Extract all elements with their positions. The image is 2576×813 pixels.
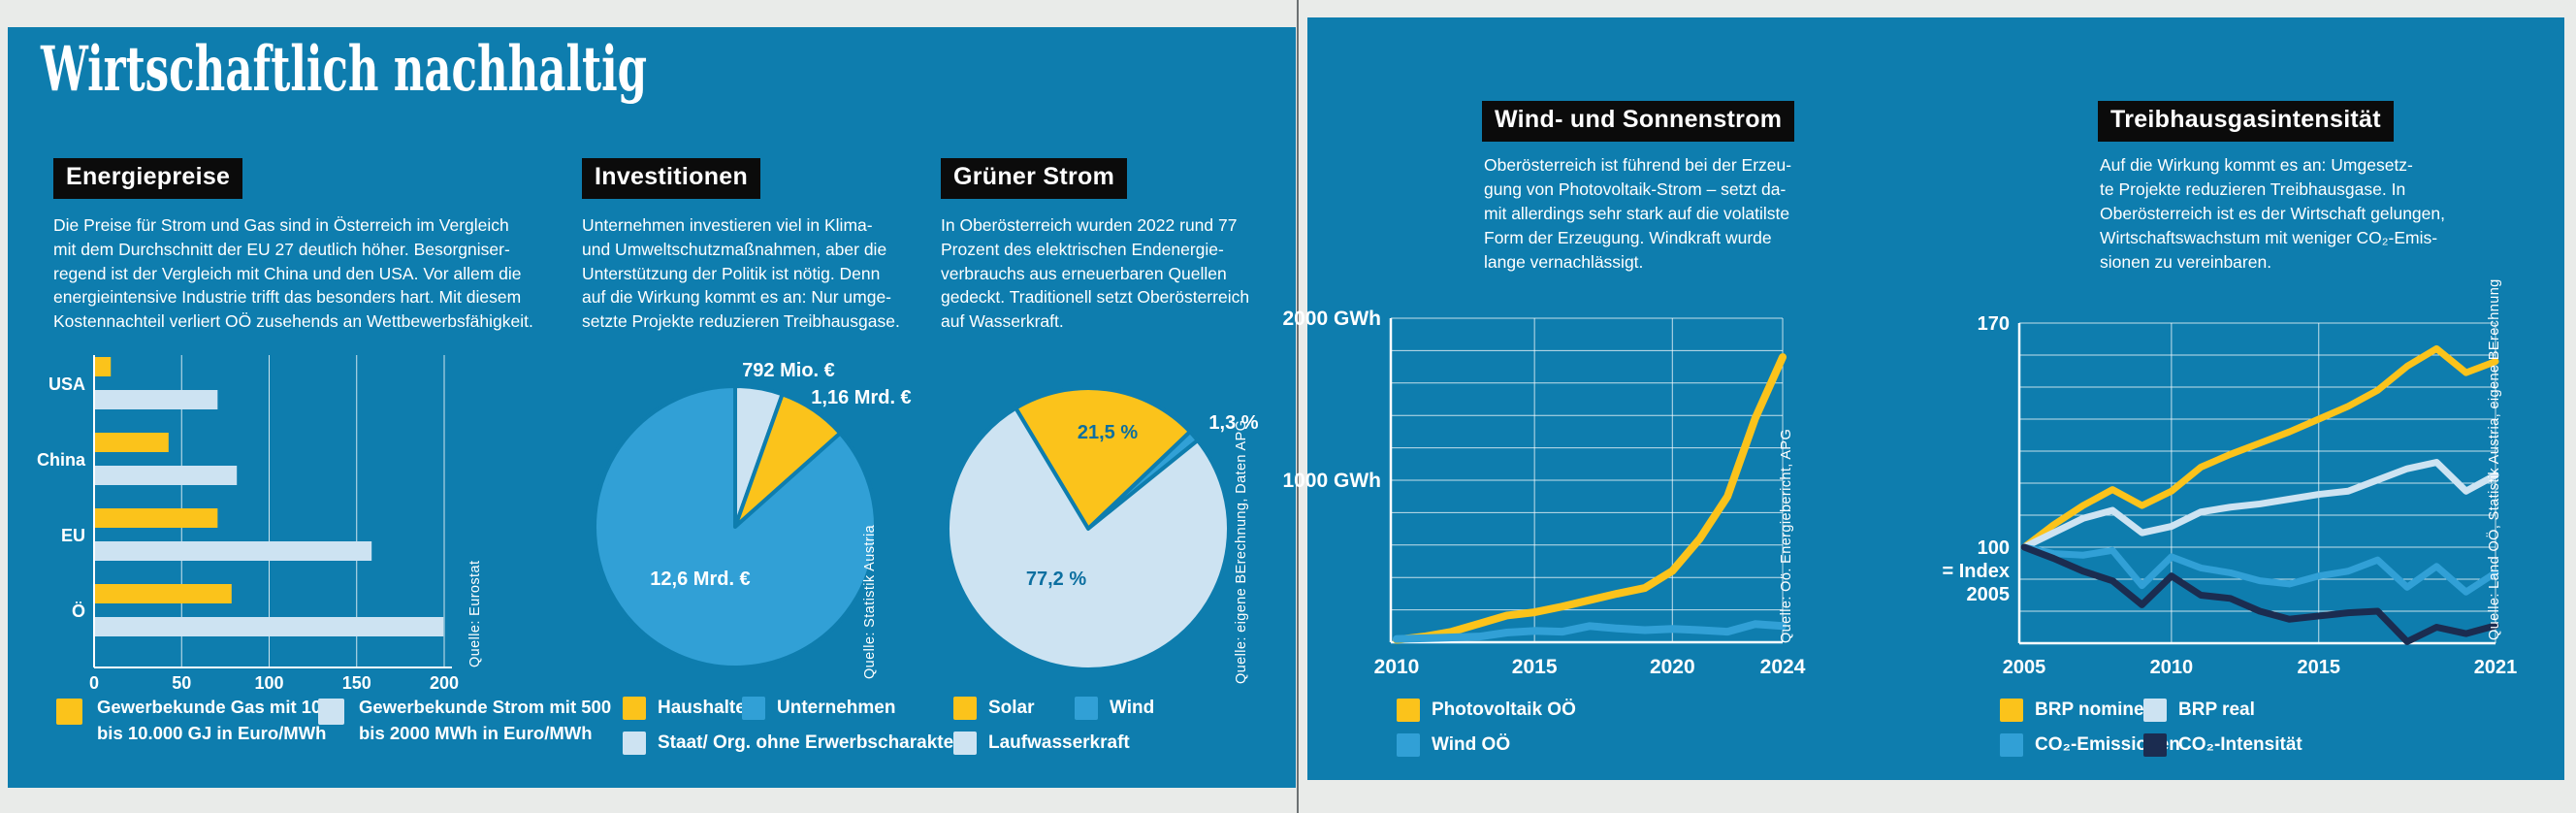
legend-label-brp-nominell: BRP nominell [2035,699,2155,720]
svg-text:170: 170 [1978,313,2010,335]
svg-text:50: 50 [172,673,191,693]
paragraph-wind-sonnenstrom: Oberösterreich ist führend bei der Erzeu… [1484,155,1792,272]
svg-text:2015: 2015 [1512,656,1558,678]
legend-label-gas-line2: bis 10.000 GJ in Euro/MWh [97,722,327,743]
svg-text:2020: 2020 [1650,656,1695,678]
svg-text:2024: 2024 [1760,656,1806,678]
legend-swatch-gas [56,699,82,725]
energy-prices-bar-chart: USA China EU Ö 0 50 100 150 200 [37,355,459,693]
legend-swatch-solar [953,697,977,720]
legend-label-photovoltaik: Photovoltaik OÖ [1432,699,1576,720]
page-fold-line [1297,0,1299,813]
legend-label-solar: Solar [988,698,1035,718]
source-caption-eurostat: Quelle: Eurostat [467,560,483,667]
svg-text:USA: USA [48,374,85,394]
svg-text:2010: 2010 [1374,656,1420,678]
legend-swatch-laufwasserkraft [953,732,977,755]
legend-label-co2-intensitaet: CO₂-Intensität [2178,734,2302,755]
legend-label-laufwasserkraft: Laufwasserkraft [988,732,1130,753]
pie-label-unternehmen: 12,6 Mrd. € [650,569,751,590]
pie-label-staat: 792 Mio. € [742,360,835,381]
svg-text:1000 GWh: 1000 GWh [1282,470,1381,492]
paragraph-treibhausgas: Auf die Wirkung kommt es an: Umgesetz- t… [2100,155,2445,272]
paragraph-energiepreise: Die Preise für Strom und Gas sind in Öst… [53,215,533,332]
legend-swatch-wind-ooe [1397,733,1420,757]
legend-label-gas-line1: Gewerbekunde Gas mit 1000 [97,697,341,717]
source-caption-statistik-austria: Quelle: Statistik Austria [862,524,878,679]
paragraph-gruener-strom: In Oberösterreich wurden 2022 rund 77 Pr… [941,215,1250,332]
legend-swatch-brp-nominell [2000,699,2023,722]
pie-label-wind: 1,3 % [1208,412,1259,434]
legend-swatch-co2-emissionen [2000,733,2023,757]
page-title: Wirtschaftlich nachhaltig [41,33,648,106]
svg-text:100: 100 [254,673,283,693]
svg-text:= Index: = Index [1943,561,2010,582]
legend-label-staat: Staat/ Org. ohne Erwerbscharakter [658,732,961,753]
svg-text:EU: EU [61,526,85,545]
section-header-wind-sonnenstrom: Wind- und Sonnenstrom [1482,101,1795,142]
section-header-investitionen: Investitionen [582,158,761,199]
legend-label-unternehmen: Unternehmen [777,698,896,718]
wind-solar-line-chart: 2010 2015 2020 2024 2000 GWh 1000 GWh [1282,308,1806,678]
svg-text:0: 0 [89,673,99,693]
pie-label-haushalte: 1,16 Mrd. € [811,387,912,408]
legend-label-strom-line1: Gewerbekunde Strom mit 500 [359,697,612,717]
legend-label-brp-real: BRP real [2178,699,2255,720]
source-caption-apg: Quelle: eigene BErechnung, Daten APG [1234,419,1249,684]
svg-text:100: 100 [1978,537,2010,559]
source-caption-land-ooe: Quelle: Land OÖ, Statistik Austria, eige… [2487,278,2502,640]
green-power-pie-chart [946,386,1231,671]
section-header-treibhausgas: Treibhausgasintensität [2098,101,2394,142]
legend-swatch-haushalte [623,697,646,720]
legend-label-wind-ooe: Wind OÖ [1432,734,1511,755]
source-caption-energiebericht: Quelle: Oö. Energiebericht, APG [1779,428,1794,643]
investments-pie-chart [593,384,878,669]
svg-text:China: China [37,450,86,470]
svg-text:200: 200 [430,673,459,693]
svg-text:2021: 2021 [2474,657,2518,678]
legend-swatch-wind [1075,697,1098,720]
svg-text:2015: 2015 [2298,657,2341,678]
legend-swatch-strom [318,699,344,725]
legend-label-strom-line2: bis 2000 MWh in Euro/MWh [359,722,593,743]
svg-text:2005: 2005 [1967,584,2011,605]
legend-label-wind: Wind [1110,698,1155,718]
right-page [1307,17,2564,780]
paragraph-investitionen: Unternehmen investieren viel in Klima- u… [582,215,900,332]
svg-text:2010: 2010 [2150,657,2194,678]
pie-label-laufwasserkraft: 77,2 % [1025,569,1087,590]
section-header-energiepreise: Energiepreise [53,158,243,199]
legend-swatch-photovoltaik [1397,699,1420,722]
legend-swatch-staat [623,732,646,755]
svg-text:Ö: Ö [72,602,85,621]
svg-text:150: 150 [342,673,371,693]
legend-swatch-unternehmen [742,697,765,720]
pie-label-solar: 21,5 % [1077,422,1139,443]
section-header-gruener-strom: Grüner Strom [941,158,1128,199]
legend-swatch-brp-real [2143,699,2167,722]
legend-label-haushalte: Haushalte [658,698,746,718]
svg-text:2005: 2005 [2003,657,2046,678]
legend-swatch-co2-intensitaet [2143,733,2167,757]
svg-text:2000 GWh: 2000 GWh [1282,308,1381,330]
